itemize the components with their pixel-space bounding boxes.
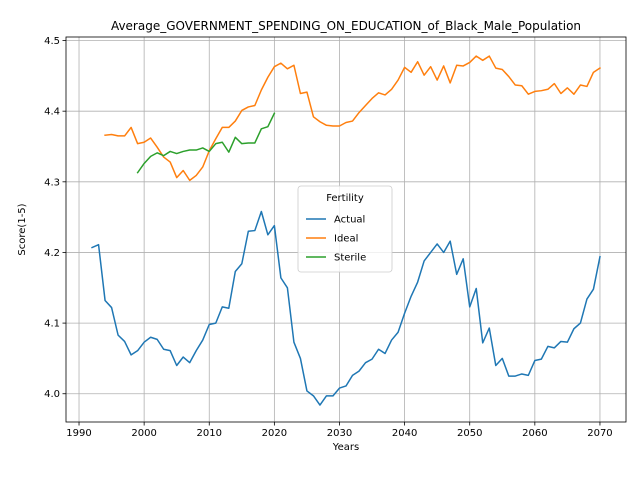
x-tick-label: 2040 [392, 428, 417, 439]
y-tick-label: 4.0 [44, 389, 60, 400]
y-axis-ticks: 4.0 4.1 4.2 4.3 4.4 4.5 [44, 36, 66, 400]
y-tick-label: 4.5 [44, 36, 60, 47]
series-line-actual [91, 210, 601, 406]
x-tick-label: 2030 [327, 428, 352, 439]
x-tick-label: 2020 [262, 428, 287, 439]
legend-box [297, 185, 393, 273]
y-tick-label: 4.4 [44, 107, 60, 118]
legend-items: Actual Ideal Sterile [306, 215, 366, 264]
x-tick-label: 1990 [66, 428, 91, 439]
plot-frame [65, 36, 627, 423]
series-lines [91, 55, 601, 406]
x-tick-label: 2060 [522, 428, 547, 439]
legend-label-actual: Actual [334, 215, 365, 226]
y-tick-label: 4.2 [44, 248, 60, 259]
series-line-sterile [136, 112, 276, 174]
x-tick-label: 2050 [457, 428, 482, 439]
y-tick-label: 4.3 [44, 177, 60, 188]
y-axis-label: Score(1-5) [17, 203, 28, 255]
legend-title: Fertility [326, 193, 364, 204]
x-tick-label: 2000 [131, 428, 156, 439]
chart-title: Average_GOVERNMENT_SPENDING_ON_EDUCATION… [111, 19, 581, 33]
x-axis-ticks: 1990 2000 2010 2020 2030 2040 2050 2060 2070 [66, 422, 613, 439]
y-tick-label: 4.1 [44, 319, 60, 330]
series-line-ideal [104, 55, 601, 182]
x-axis-label: Years [332, 442, 359, 453]
legend-label-ideal: Ideal [334, 234, 358, 245]
x-tick-label: 2010 [197, 428, 222, 439]
grid-lines [66, 37, 626, 422]
x-tick-label: 2070 [587, 428, 612, 439]
legend-label-sterile: Sterile [334, 253, 366, 264]
legend: Fertility Actual Ideal Sterile [297, 185, 393, 273]
